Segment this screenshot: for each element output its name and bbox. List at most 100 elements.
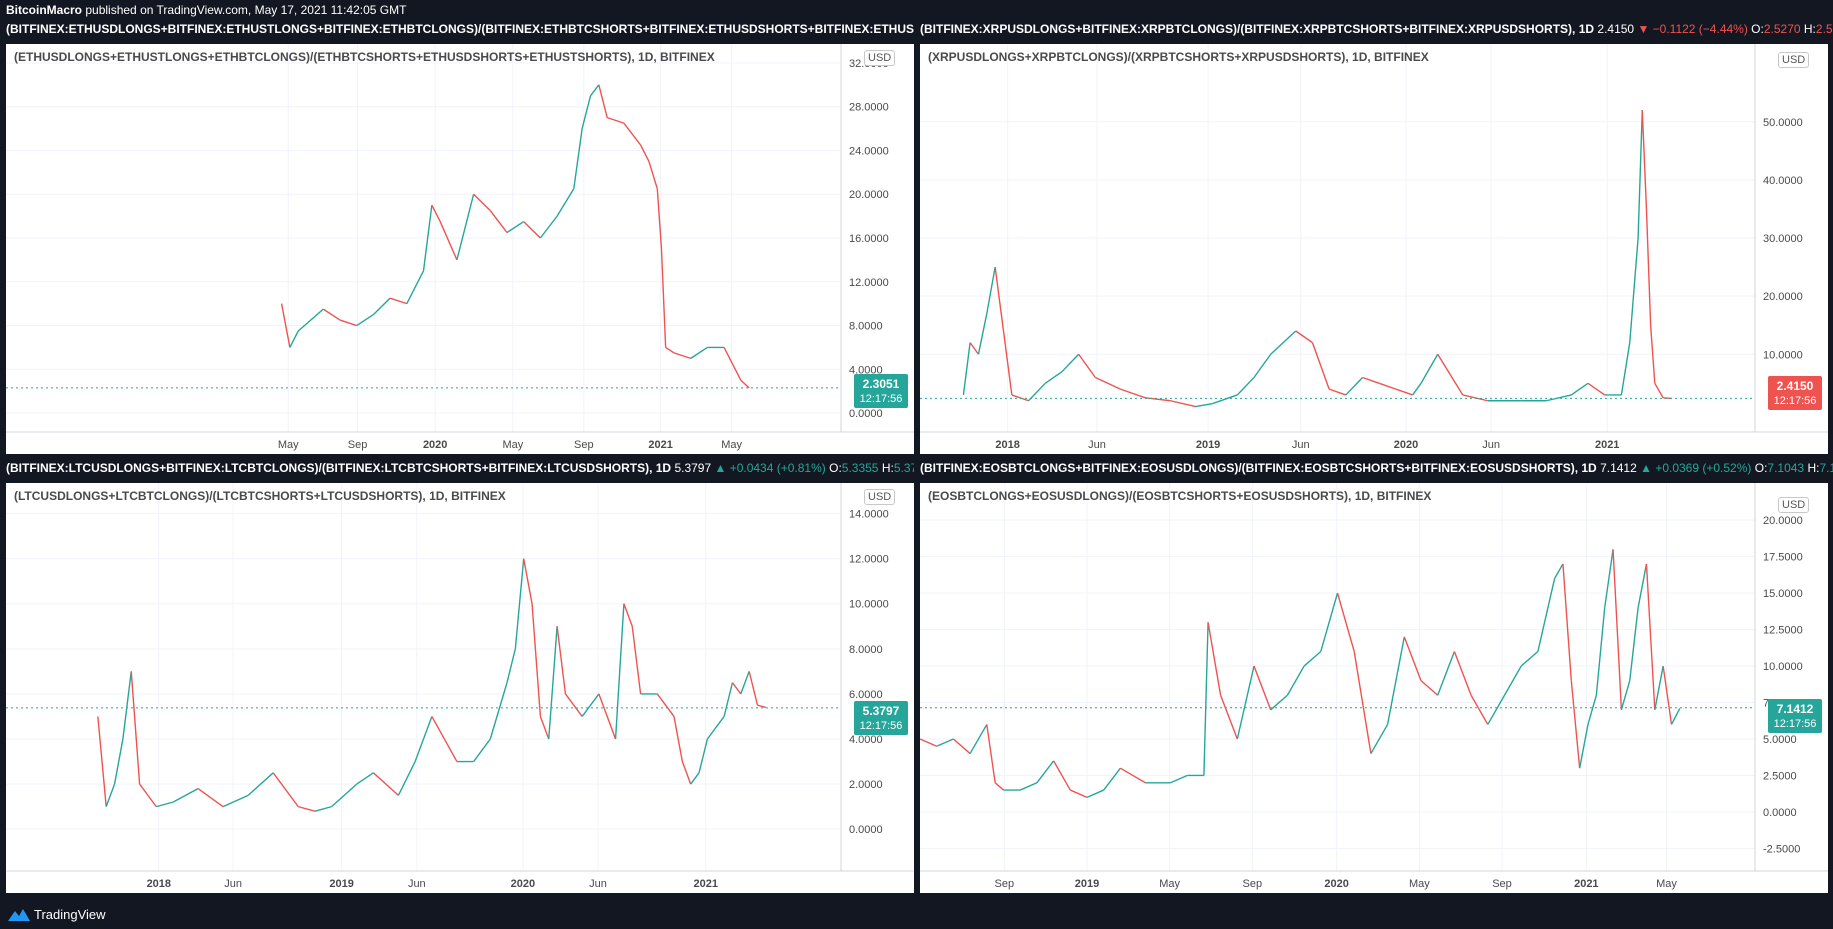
x-tick-label: May: [278, 439, 299, 451]
panel-symbol: (BITFINEX:LTCUSDLONGS+BITFINEX:LTCBTCLON…: [6, 461, 672, 475]
x-tick-label: May: [721, 439, 742, 451]
price-segment: [289, 330, 299, 348]
price-segment: [962, 342, 971, 396]
x-tick-label: Sep: [574, 439, 594, 451]
price-segment: [1236, 377, 1255, 396]
y-tick-label: 0.0000: [1763, 807, 1797, 819]
quote-high-label: H:: [1807, 461, 1820, 475]
price-segment: [514, 558, 525, 649]
currency-badge[interactable]: USD: [1778, 52, 1810, 68]
price-segment: [1078, 353, 1096, 378]
quote-open-label: O:: [1754, 461, 1768, 475]
price-segment: [222, 794, 249, 808]
price-segment: [1637, 563, 1648, 608]
x-tick-label: Sep: [995, 878, 1015, 890]
price-segment: [130, 671, 141, 785]
price-segment: [639, 144, 650, 162]
x-tick-label: 2018: [147, 878, 171, 890]
y-tick-label: 16.0000: [849, 233, 889, 245]
price-segment: [113, 738, 124, 785]
y-tick-label: 50.0000: [1763, 117, 1803, 129]
price-segment: [1195, 402, 1213, 408]
price-segment: [556, 188, 575, 217]
x-tick-label: May: [502, 439, 523, 451]
price-segment: [969, 724, 988, 754]
y-tick-label: 5.0000: [1763, 734, 1797, 746]
author-name[interactable]: BitcoinMacro: [6, 3, 83, 17]
y-tick-label: 2.0000: [849, 779, 883, 791]
price-segment: [1537, 578, 1556, 652]
y-tick-label: 28.0000: [849, 102, 889, 114]
last-price: 5.3797: [862, 704, 900, 718]
price-segment: [656, 188, 663, 249]
chart-title: (LTCUSDLONGS+LTCBTCLONGS)/(LTCBTCSHORTS+…: [14, 489, 506, 503]
price-segment: [539, 215, 558, 239]
x-tick-label: Sep: [1243, 878, 1263, 890]
price-segment: [1386, 636, 1405, 725]
x-tick-label: Jun: [224, 878, 242, 890]
price-segment: [314, 805, 332, 812]
price-segment: [1570, 680, 1581, 769]
price-segment: [581, 95, 592, 129]
price-segment: [1145, 397, 1171, 402]
price-segment: [740, 379, 750, 389]
price-segment: [280, 303, 291, 348]
price-segment: [994, 782, 1004, 791]
price-segment: [1311, 342, 1330, 390]
price-segment: [1412, 382, 1422, 396]
chart-title: (ETHUSDLONGS+ETHUSTLONGS+ETHBTCLONGS)/(E…: [14, 50, 715, 64]
price-segment: [1120, 767, 1146, 784]
price-segment: [1203, 622, 1209, 776]
price-segment: [1170, 774, 1188, 784]
price-segment: [1395, 388, 1413, 396]
chart-panel-eth[interactable]: 32.000028.000024.000020.000016.000012.00…: [6, 44, 914, 454]
y-tick-label: 17.5000: [1763, 552, 1803, 564]
price-segment: [1470, 694, 1489, 725]
tradingview-logo-icon[interactable]: [8, 908, 30, 921]
price-segment: [1052, 760, 1071, 791]
x-tick-label: 2021: [693, 878, 717, 890]
chart-panel-xrp[interactable]: 50.0000 40.0000 30.0000 20.0000 10.0000 2018 J…: [920, 44, 1828, 454]
price-segment: [397, 761, 416, 796]
chart-panel-eos[interactable]: 20.000017.500015.000012.500010.00007.500…: [920, 483, 1828, 893]
price-segment: [1353, 651, 1372, 754]
price-segment: [105, 783, 116, 807]
quote-last: 5.3797: [674, 461, 712, 475]
price-segment: [690, 346, 708, 359]
price-segment: [573, 128, 583, 189]
chart-svg[interactable]: 20.000017.500015.000012.500010.00007.500…: [920, 483, 1828, 893]
price-segment: [1420, 680, 1439, 696]
price-segment: [1553, 563, 1564, 579]
chart-svg[interactable]: 32.000028.000024.000020.000016.000012.00…: [6, 44, 914, 454]
price-segment: [247, 772, 274, 796]
price-segment: [1587, 695, 1598, 725]
x-tick-label: 2018: [995, 439, 1019, 451]
price-segment: [706, 716, 725, 740]
price-segment: [1170, 400, 1196, 408]
y-tick-label: 40.0000: [1763, 175, 1803, 187]
x-tick-label: 2020: [1394, 439, 1418, 451]
y-tick-label: 10.0000: [1763, 661, 1803, 673]
price-segment: [298, 805, 316, 812]
price-segment: [1036, 760, 1055, 784]
chart-svg[interactable]: 14.0000 12.0000 10.0000 8.0000 6.0000 4.0000 2…: [6, 483, 914, 893]
last-price: 7.1412: [1776, 702, 1814, 716]
price-segment: [723, 347, 734, 365]
y-tick-label: 10.0000: [1763, 349, 1803, 361]
price-segment: [1637, 110, 1643, 239]
price-segment: [1662, 665, 1673, 725]
chart-svg[interactable]: 50.0000 40.0000 30.0000 20.0000 10.0000 2018 J…: [920, 44, 1828, 454]
y-tick-label: 0.0000: [849, 824, 883, 836]
currency-badge[interactable]: USD: [864, 50, 896, 66]
price-segment: [1370, 724, 1389, 754]
tradingview-brand[interactable]: TradingView: [34, 907, 106, 922]
x-tick-label: 2021: [1574, 878, 1598, 890]
currency-badge[interactable]: USD: [864, 489, 896, 505]
price-segment: [1604, 549, 1614, 608]
footer-bar: TradingView: [0, 900, 1833, 929]
quote-change: ▲ +0.0369 (+0.52%): [1640, 461, 1752, 475]
price-segment: [489, 682, 508, 740]
chart-panel-ltc[interactable]: 14.0000 12.0000 10.0000 8.0000 6.0000 4.0000 2…: [6, 483, 914, 893]
currency-badge[interactable]: USD: [1778, 497, 1810, 513]
price-segment: [322, 308, 341, 321]
